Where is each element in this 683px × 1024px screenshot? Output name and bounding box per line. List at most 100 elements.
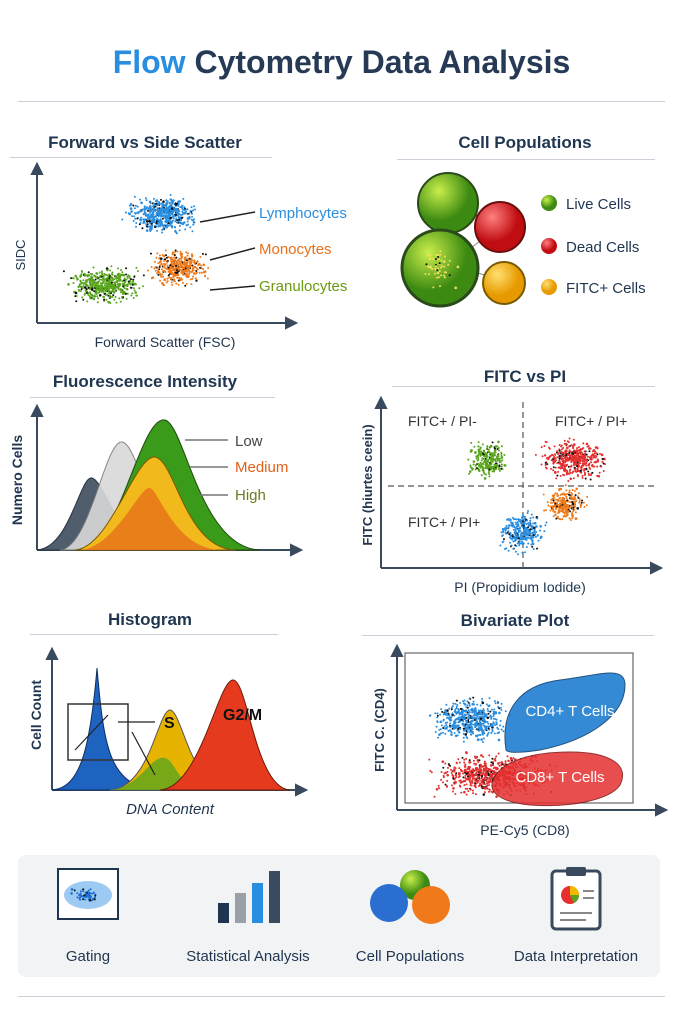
- granulocyte-dot: [76, 278, 79, 281]
- cd4-dot: [502, 730, 505, 733]
- cd4-dot: [470, 715, 473, 718]
- quadrant-top-right: FITC+ / PI+: [555, 413, 627, 429]
- lymphocyte-dot: [133, 215, 136, 218]
- cd8-dot: [480, 780, 483, 783]
- cells-icon: [370, 870, 450, 924]
- monocyte-dot: [186, 268, 189, 271]
- granulocyte-dot: [113, 283, 116, 286]
- granulocyte-dot: [116, 273, 120, 277]
- fitc-pos-pi-neg-dot: [488, 475, 491, 478]
- cell-granule: [443, 276, 446, 279]
- cd4-dot: [494, 702, 497, 705]
- fitc-pos-pi-neg-dot: [488, 465, 491, 468]
- fitc-pos-pi-pos-dot: [584, 477, 587, 480]
- gating-dot: [89, 888, 92, 891]
- blue-dot: [536, 517, 539, 520]
- fitc-pos-pi-pos-dot: [564, 449, 567, 452]
- cd4-dot: [487, 704, 490, 707]
- lymphocyte-dot: [149, 211, 152, 214]
- cd4-dot: [439, 713, 442, 716]
- granulocyte-dot: [131, 292, 134, 295]
- cd8-dot: [472, 768, 475, 771]
- cd4-dot: [442, 727, 445, 730]
- cell-granule: [448, 274, 451, 277]
- monocyte-dot: [191, 270, 194, 273]
- orange-dot: [568, 491, 571, 494]
- cd4-dot: [486, 734, 489, 737]
- blue-dot: [545, 521, 548, 524]
- cd4-dot: [493, 700, 496, 703]
- fitc-pos-pi-pos-dot: [592, 449, 596, 452]
- orange-dot: [565, 497, 568, 500]
- lymphocyte-dot: [137, 212, 140, 215]
- cd4-dot: [482, 737, 485, 740]
- fitc-pos-pi-pos-dot: [544, 454, 547, 457]
- cd4-dot: [466, 730, 469, 733]
- cd8-dot: [466, 777, 469, 780]
- blue-dot: [520, 525, 523, 528]
- blue-dot: [527, 526, 530, 529]
- label-granulocytes: Granulocytes: [259, 278, 347, 295]
- monocyte-dot: [195, 261, 198, 264]
- cd4-dot: [438, 728, 441, 731]
- fitc-pos-pi-pos-dot: [590, 458, 593, 461]
- feature-label: Cell Populations: [355, 948, 465, 965]
- fitc-pos-pi-neg-dot: [477, 441, 480, 444]
- blue-dot: [515, 523, 518, 526]
- title-rest: Cytometry Data Analysis: [185, 44, 571, 80]
- fitc-pos-pi-pos-dot: [583, 462, 586, 465]
- x-label: DNA Content: [126, 801, 215, 818]
- monocyte-dot: [177, 263, 180, 266]
- fitc-pos-pi-neg-dot: [473, 445, 476, 448]
- cd4-dot: [436, 714, 439, 717]
- divider: [30, 634, 278, 635]
- cd8-dot: [490, 770, 493, 773]
- peak-g1: [51, 667, 151, 791]
- cell-granule: [437, 276, 440, 279]
- monocyte-dot: [174, 250, 177, 253]
- granulocyte-dot: [94, 275, 97, 278]
- lymphocyte-dot: [149, 201, 152, 204]
- granulocyte-dot: [111, 290, 114, 293]
- cd4-dot: [458, 713, 461, 716]
- fitc-pos-pi-pos-dot: [579, 460, 582, 463]
- lymphocyte-dot: [176, 209, 179, 212]
- cd4-dot: [478, 726, 481, 729]
- cd8-dot: [461, 756, 464, 759]
- cd8-dot: [474, 777, 477, 780]
- blue-dot: [524, 527, 527, 530]
- fitc-pos-pi-pos-dot: [583, 469, 586, 472]
- granulocyte-dot: [123, 287, 126, 290]
- cd4-dot: [471, 719, 474, 722]
- cd4-dot: [449, 730, 452, 733]
- fitc-pos-pi-pos-dot: [586, 459, 589, 462]
- cd8-dot: [491, 774, 494, 777]
- blue-dot: [499, 544, 502, 547]
- orange-dot: [581, 499, 584, 502]
- granulocyte-dot: [111, 295, 114, 298]
- cd4-dot: [475, 711, 478, 714]
- fitc-pos-pi-neg-dot: [484, 473, 487, 476]
- cd4-dot: [498, 711, 501, 715]
- blue-dot: [507, 526, 510, 529]
- blue-dot: [521, 540, 524, 543]
- fitc-pos-pi-pos-dot: [552, 454, 555, 457]
- monocyte-dot: [175, 262, 178, 266]
- lymphocyte-dot: [134, 217, 137, 220]
- cd4-dot: [504, 710, 507, 713]
- fitc-pos-pi-neg-dot: [504, 464, 507, 467]
- cd4-dot: [493, 732, 496, 735]
- lymphocyte-dot: [164, 214, 167, 217]
- blue-dot: [510, 524, 513, 527]
- granulocyte-dot: [74, 274, 78, 278]
- cd4-dot: [485, 728, 488, 731]
- monocyte-dot: [170, 272, 173, 275]
- cd4-dot: [479, 717, 482, 720]
- lymphocyte-dot: [147, 213, 150, 216]
- cd8-dot: [489, 768, 492, 771]
- cd4-dot: [481, 709, 484, 712]
- fitc-pos-pi-neg-dot: [493, 465, 496, 468]
- lymphocyte-dot: [146, 220, 149, 223]
- cd8-dot: [472, 777, 475, 780]
- cd4-dot: [496, 700, 499, 703]
